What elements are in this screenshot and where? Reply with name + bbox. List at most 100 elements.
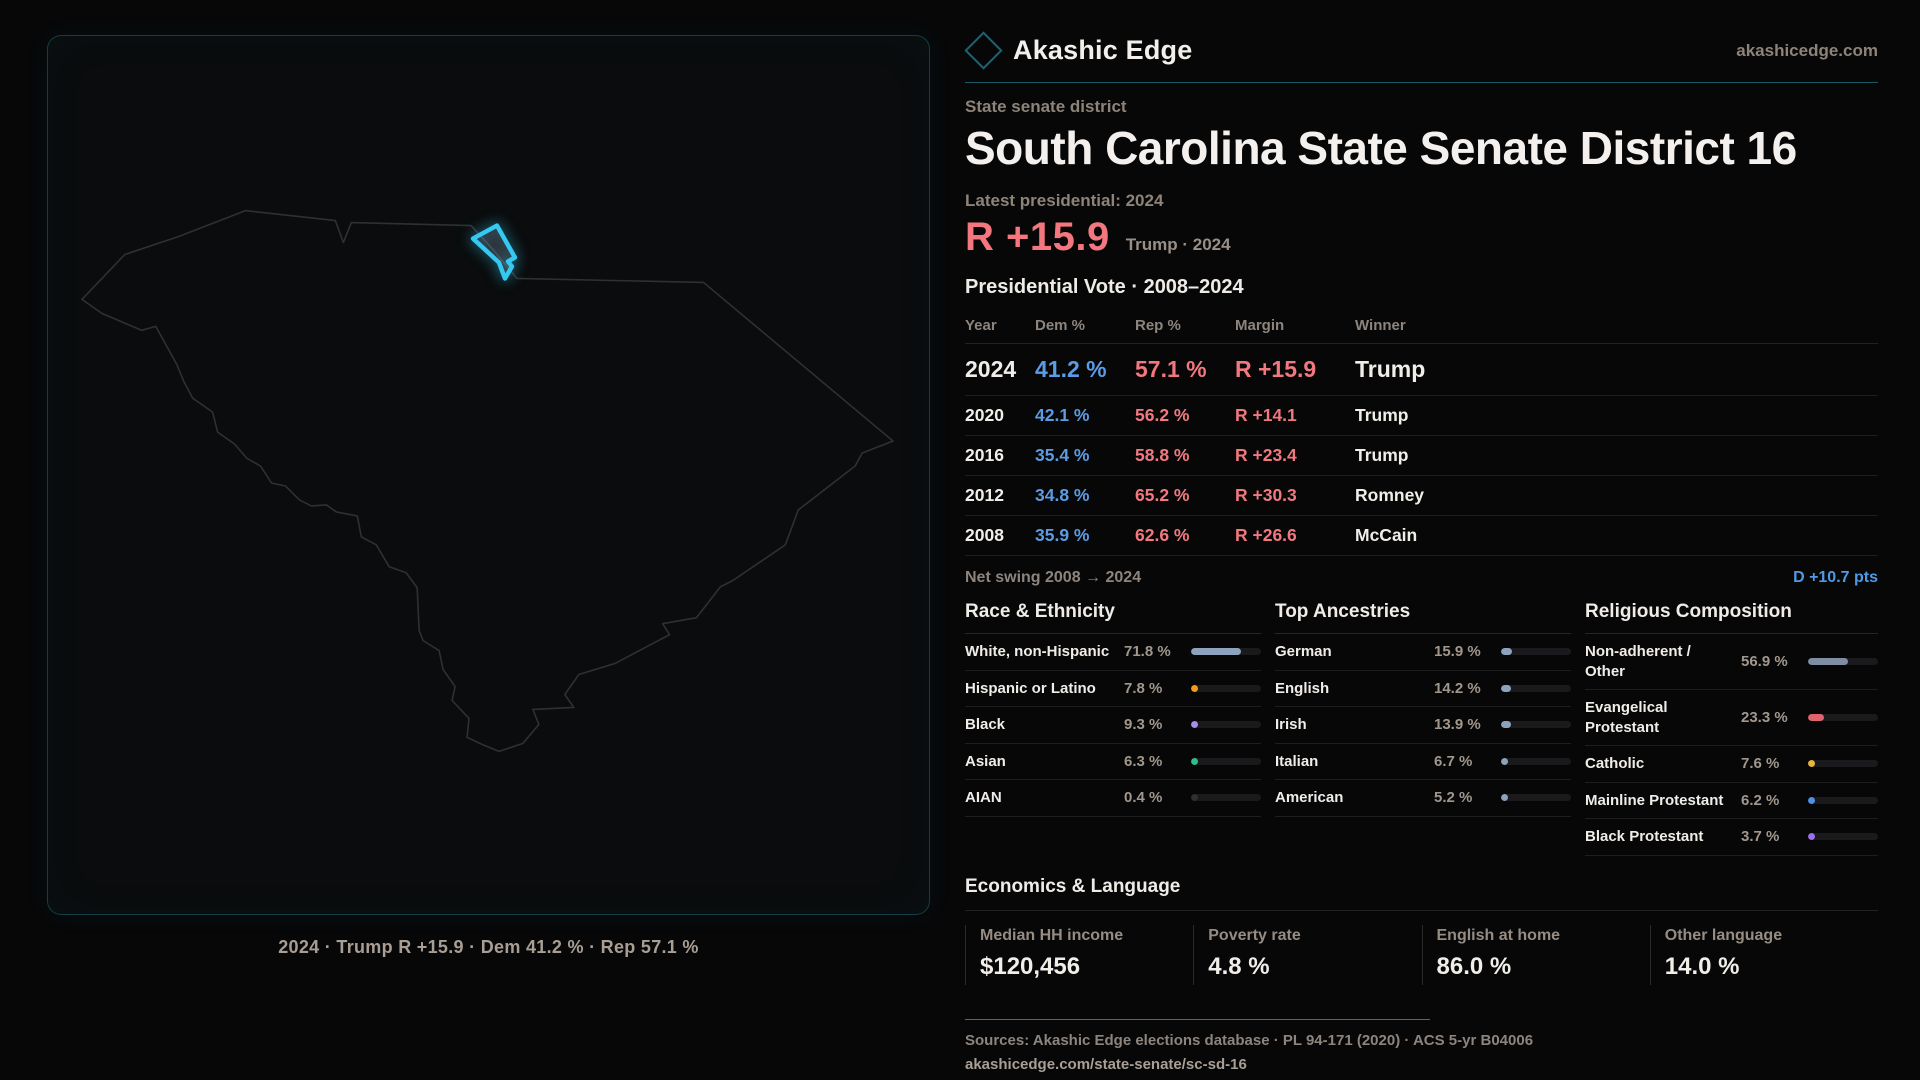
- headline-margin: R +15.9: [965, 215, 1110, 259]
- state-outline: [81, 209, 894, 753]
- state-map: [81, 209, 894, 753]
- year-cell: 2024: [965, 356, 1017, 382]
- demo-bar-track: [1191, 757, 1261, 765]
- demo-row-value: 7.6 %: [1741, 755, 1780, 773]
- year-cell: 2016: [965, 445, 1004, 465]
- dem-cell: 35.9 %: [1035, 525, 1090, 545]
- demo-row-label: Evangelical Protestant: [1585, 699, 1668, 736]
- header: Akashic Edge akashicedge.com: [964, 31, 1878, 83]
- demo-row-value: 9.3 %: [1124, 716, 1163, 734]
- demo-row-label: German: [1275, 643, 1332, 660]
- margin-cell: R +26.6: [1235, 525, 1297, 545]
- demo-row-label: English: [1275, 679, 1330, 697]
- dem-cell: 34.8 %: [1035, 485, 1090, 505]
- stat-value: 14.0 %: [1664, 952, 1740, 980]
- vote-table-row: 2016 35.4 % 58.8 % R +23.4 Trump: [965, 436, 1878, 476]
- dem-cell: 41.2 %: [1035, 356, 1107, 382]
- demo-row-value: 6.2 %: [1741, 791, 1780, 809]
- demo-row-value: 5.2 %: [1434, 789, 1473, 807]
- demo-bar-fill: [1501, 721, 1511, 729]
- demo-panel: Top Ancestries German 15.9 % English 14.2 % I…: [1275, 601, 1571, 856]
- col-year: Year: [965, 317, 997, 334]
- year-cell: 2008: [965, 525, 1004, 545]
- col-margin: Margin: [1235, 317, 1285, 334]
- demo-row-label: Mainline Protestant: [1585, 791, 1724, 809]
- demo-row-value: 6.3 %: [1124, 752, 1163, 770]
- map-column: 2024 · Trump R +15.9 · Dem 41.2 % · Rep …: [47, 35, 930, 1074]
- demo-row: Catholic 7.6 %: [1585, 746, 1878, 783]
- year-cell: 2020: [965, 405, 1004, 425]
- demo-row-label: Catholic: [1585, 755, 1645, 772]
- demo-bar-fill: [1191, 721, 1198, 729]
- vote-table-row: 2020 42.1 % 56.2 % R +14.1 Trump: [965, 396, 1878, 436]
- stat-value: 86.0 %: [1436, 952, 1512, 980]
- demo-row-label: Italian: [1275, 752, 1319, 770]
- vote-table-header: Year Dem % Rep % Margin Winner: [965, 309, 1878, 344]
- demo-row-value: 14.2 %: [1434, 679, 1481, 697]
- net-swing-value: D +10.7 pts: [1793, 569, 1878, 586]
- demo-bar-track: [1501, 794, 1571, 802]
- stat-label: Other language: [1664, 926, 1783, 944]
- demo-bar-track: [1191, 721, 1261, 729]
- rep-cell: 56.2 %: [1135, 405, 1190, 425]
- demo-panel-title: Top Ancestries: [1275, 601, 1571, 634]
- vote-table-row: 2008 35.9 % 62.6 % R +26.6 McCain: [965, 516, 1878, 556]
- demo-bar-fill: [1808, 796, 1815, 804]
- margin-cell: R +30.3: [1235, 485, 1297, 505]
- demo-bar-track: [1191, 684, 1261, 692]
- kicker: State senate district: [965, 97, 1127, 116]
- sources-line: Sources: Akashic Edge elections database…: [965, 1031, 1534, 1049]
- rep-cell: 58.8 %: [1135, 445, 1190, 465]
- demo-bar-track: [1501, 684, 1571, 692]
- sources-divider: [965, 1018, 1430, 1020]
- demo-bar-track: [1501, 648, 1571, 656]
- site-link[interactable]: akashicedge.com: [1736, 40, 1878, 60]
- winner-cell: Romney: [1355, 485, 1425, 505]
- demo-row-label: Irish: [1275, 716, 1307, 733]
- net-swing-row: Net swing 2008 → 2024 D +10.7 pts: [965, 569, 1878, 587]
- demo-row-value: 71.8 %: [1124, 643, 1171, 661]
- economics-title: Economics & Language: [965, 876, 1878, 911]
- winner-cell: Trump: [1355, 356, 1426, 382]
- demo-row-value: 13.9 %: [1434, 716, 1481, 734]
- demo-row-label: AIAN: [965, 789, 1002, 806]
- demo-bar-track: [1191, 794, 1261, 802]
- demo-bar-fill: [1501, 648, 1513, 656]
- demo-row-label: American: [1275, 789, 1344, 806]
- stat-label: English at home: [1436, 926, 1561, 944]
- margin-cell: R +15.9: [1235, 356, 1317, 382]
- year-cell: 2012: [965, 485, 1004, 505]
- winner-cell: Trump: [1355, 405, 1409, 425]
- demo-bar-fill: [1808, 760, 1815, 768]
- demo-row-label: Black: [965, 716, 1006, 733]
- demo-bar-fill: [1808, 833, 1815, 841]
- demo-row: Black Protestant 3.7 %: [1585, 819, 1878, 856]
- demographics-grid: Race & Ethnicity White, non-Hispanic 71.8 …: [965, 601, 1878, 856]
- vote-table: Year Dem % Rep % Margin Winner 2024 41.2 …: [965, 309, 1878, 556]
- vote-table-body: 2024 41.2 % 57.1 % R +15.9 Trump 2020 42.1 % 56…: [965, 344, 1878, 556]
- vote-table-row: 2024 41.2 % 57.1 % R +15.9 Trump: [965, 344, 1878, 396]
- rep-cell: 65.2 %: [1135, 485, 1190, 505]
- sources-url[interactable]: akashicedge.com/state-senate/sc-sd-16: [965, 1055, 1247, 1073]
- data-column: Akashic Edge akashicedge.com State senat…: [964, 31, 1878, 1074]
- headline: R +15.9 Trump · 2024: [965, 215, 1878, 260]
- demo-bar-fill: [1191, 684, 1198, 692]
- demo-row-label: Non-adherent / Other: [1585, 643, 1691, 680]
- stat-value: $120,456: [980, 952, 1081, 980]
- demo-bar-fill: [1808, 658, 1848, 665]
- col-winner: Winner: [1355, 317, 1406, 334]
- demo-bar-fill: [1808, 714, 1825, 721]
- demo-row-value: 23.3 %: [1741, 709, 1788, 726]
- district-shape[interactable]: [470, 223, 518, 281]
- demo-bar-fill: [1501, 794, 1508, 802]
- demo-row-value: 7.8 %: [1124, 679, 1163, 697]
- demo-row: Mainline Protestant 6.2 %: [1585, 783, 1878, 819]
- demo-bar-track: [1501, 721, 1571, 729]
- demo-row-value: 56.9 %: [1741, 653, 1788, 670]
- demo-row: AIAN 0.4 %: [965, 780, 1261, 817]
- demo-bar-track: [1808, 714, 1878, 721]
- demo-row-label: Asian: [965, 752, 1006, 770]
- demo-panel: Race & Ethnicity White, non-Hispanic 71.8 …: [965, 601, 1261, 856]
- latest-presidential-label: Latest presidential: 2024: [965, 191, 1164, 210]
- stat-value: 4.8 %: [1208, 952, 1270, 980]
